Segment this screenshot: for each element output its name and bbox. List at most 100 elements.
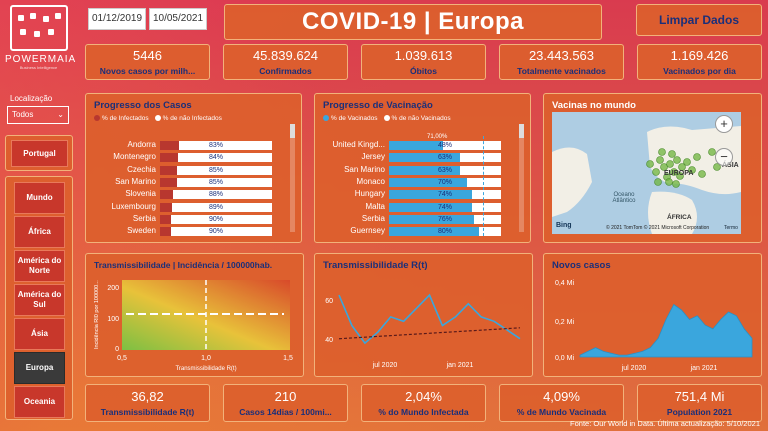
location-filter-label: Localização [10, 94, 53, 103]
new-cases-chart-svg: 0,4 Mi 0,2 Mi 0,0 Mi jul 2020 jan 2021 [555, 280, 753, 372]
cases-country-label: Montenegro [113, 152, 156, 162]
map-marker[interactable] [676, 172, 684, 180]
kpi-value: 5446 [133, 48, 162, 63]
map-marker[interactable] [688, 166, 696, 174]
vacc-row[interactable]: Jersey 63% [315, 152, 530, 163]
heatmap-title: Transmissibilidade | Incidência / 100000… [94, 260, 273, 270]
region-button-asia[interactable]: Ásia [14, 318, 65, 350]
cases-bar-track: 90% [160, 214, 272, 224]
map-marker[interactable] [652, 168, 660, 176]
map-label-europe: EUROPA [664, 170, 694, 177]
map-marker[interactable] [698, 170, 706, 178]
start-date-field[interactable]: 01/12/2019 [88, 8, 146, 30]
map-marker[interactable] [678, 163, 686, 171]
zoom-in-button[interactable]: + [715, 115, 733, 133]
cases-row[interactable]: Andorra 83% [86, 140, 301, 151]
heatmap-xtick: 1,0 [201, 355, 211, 362]
zoom-out-button[interactable]: − [715, 148, 733, 166]
cases-row[interactable]: San Marino 85% [86, 177, 301, 188]
cases-row[interactable]: Czechia 85% [86, 165, 301, 176]
logo-icon [9, 5, 68, 51]
map-terms-link[interactable]: Termo [724, 225, 738, 231]
vacc-bar-fill [389, 227, 479, 237]
cases-bar-track: 90% [160, 227, 272, 237]
kpi-vaccinated-per-day: 1.169.426 Vacinados por dia [637, 44, 762, 80]
region-button-south-america[interactable]: América do Sul [14, 284, 65, 316]
vacc-bar-track: 74% [389, 190, 501, 200]
cases-row[interactable]: Montenegro 84% [86, 152, 301, 163]
cases-bar-pct: 90% [208, 228, 223, 236]
rt-ytick: 40 [325, 337, 333, 344]
vacc-row[interactable]: Guernsey 80% [315, 226, 530, 237]
map-marker[interactable] [670, 168, 678, 176]
vacc-scrollbar[interactable] [519, 124, 524, 232]
cases-country-label: Sweden [127, 226, 156, 236]
vacc-country-label: Monaco [356, 176, 385, 186]
brand-logo: POWERMAIA Business Intelligence [5, 5, 75, 75]
vacc-row[interactable]: Serbia 76% [315, 214, 530, 225]
cases-bar-pct: 83% [208, 142, 223, 149]
cases-row[interactable]: Luxembourg 89% [86, 202, 301, 213]
map-marker[interactable] [666, 160, 674, 168]
heatmap-panel: Transmissibilidade | Incidência / 100000… [85, 253, 304, 377]
rt-trend-line [338, 327, 521, 340]
location-select[interactable]: Todos ⌄ [7, 106, 69, 124]
world-map[interactable]: EUROPA ÁSIA Oceano Atlântico ÁFRICA + − … [552, 112, 741, 234]
end-date-field[interactable]: 10/05/2021 [149, 8, 207, 30]
map-title: Vacinas no mundo [552, 100, 636, 111]
cases-bar-fill [160, 202, 173, 212]
heatmap-ytick: 100 [107, 316, 119, 323]
map-marker[interactable] [654, 178, 662, 186]
cases-bar-track: 84% [160, 153, 272, 163]
map-marker[interactable] [646, 160, 654, 168]
cases-bar-pct: 90% [208, 215, 223, 223]
region-button-africa[interactable]: África [14, 216, 65, 248]
map-marker[interactable] [660, 163, 668, 171]
region-button-oceania[interactable]: Oceania [14, 386, 65, 418]
cases-scrollbar[interactable] [290, 124, 295, 232]
map-marker[interactable] [658, 148, 666, 156]
map-marker[interactable] [693, 153, 701, 161]
vacc-row[interactable]: Monaco 70% [315, 177, 530, 188]
cases-row[interactable]: Serbia 90% [86, 214, 301, 225]
map-marker[interactable] [672, 180, 680, 188]
cases-bar-track: 85% [160, 177, 272, 187]
portugal-button[interactable]: Portugal [11, 140, 68, 167]
region-button-north-america[interactable]: América do Norte [14, 250, 65, 282]
vacc-row[interactable]: San Marino 63% [315, 165, 530, 176]
vacc-bar-fill [389, 190, 472, 200]
vacc-row[interactable]: United Kingd... 48% 71,00% [315, 134, 530, 151]
region-button-mundo[interactable]: Mundo [14, 182, 65, 214]
vacc-row[interactable]: Hungary 74% [315, 189, 530, 200]
vacc-bar-fill [389, 153, 460, 163]
clear-data-button[interactable]: Limpar Dados [636, 4, 762, 36]
cases-row[interactable]: Sweden 90% [86, 226, 301, 237]
cases-row[interactable]: Slovenia 88% [86, 189, 301, 200]
vacc-target-note: 71,00% [427, 134, 448, 140]
map-label-ocean: Oceano Atlântico [612, 192, 636, 204]
cases-bar-pct: 85% [208, 178, 223, 186]
region-button-europa[interactable]: Europa [14, 352, 65, 384]
vacc-row[interactable]: Malta 74% [315, 202, 530, 213]
vacc-bar-pct: 80% [437, 228, 452, 236]
map-marker[interactable] [668, 150, 676, 158]
cases-bar-fill [160, 227, 172, 237]
map-marker[interactable] [656, 156, 664, 164]
vacc-country-label: United Kingd... [332, 140, 385, 149]
kpi-value: 45.839.624 [252, 48, 319, 63]
map-marker[interactable] [683, 158, 691, 166]
vacc-bar-pct: 63% [437, 154, 452, 162]
rt-xtick: jan 2021 [446, 362, 474, 369]
heatmap-xtick: 1,5 [283, 355, 293, 362]
map-marker[interactable] [665, 178, 673, 186]
kpi-label: Casos 14dias / 100mi... [239, 407, 332, 417]
kpi-confirmed: 45.839.624 Confirmados [223, 44, 348, 80]
kpi-value: 4,09% [543, 389, 580, 404]
map-marker[interactable] [673, 156, 681, 164]
cases-bar-track: 89% [160, 202, 272, 212]
dashboard-title-panel: COVID-19 | Europa [224, 4, 602, 40]
kpi-new-cases-per-million: 5446 Novos casos por milh... [85, 44, 210, 80]
vacc-bar-fill [389, 165, 460, 175]
cases-bar-fill [160, 214, 172, 224]
kpi-world-vaccinated: 4,09% % de Mundo Vacinada [499, 384, 624, 422]
